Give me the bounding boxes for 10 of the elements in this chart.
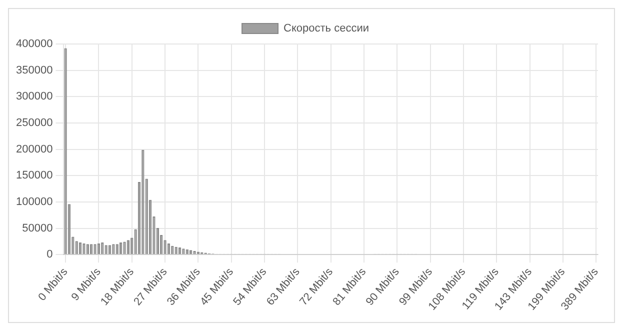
y-tick-label: 50000 [22, 222, 53, 234]
y-tick-label: 350000 [16, 64, 53, 76]
y-tick-label: 100000 [16, 196, 53, 208]
y-tick-label: 300000 [16, 90, 53, 103]
y-tick-label: 400000 [16, 38, 53, 50]
legend-label: Скорость сессии [284, 22, 369, 35]
y-tick-label: 0 [46, 248, 53, 261]
y-tick-label: 250000 [16, 117, 53, 130]
y-tick-label: 150000 [16, 170, 53, 182]
y-tick-label: 200000 [16, 143, 53, 156]
